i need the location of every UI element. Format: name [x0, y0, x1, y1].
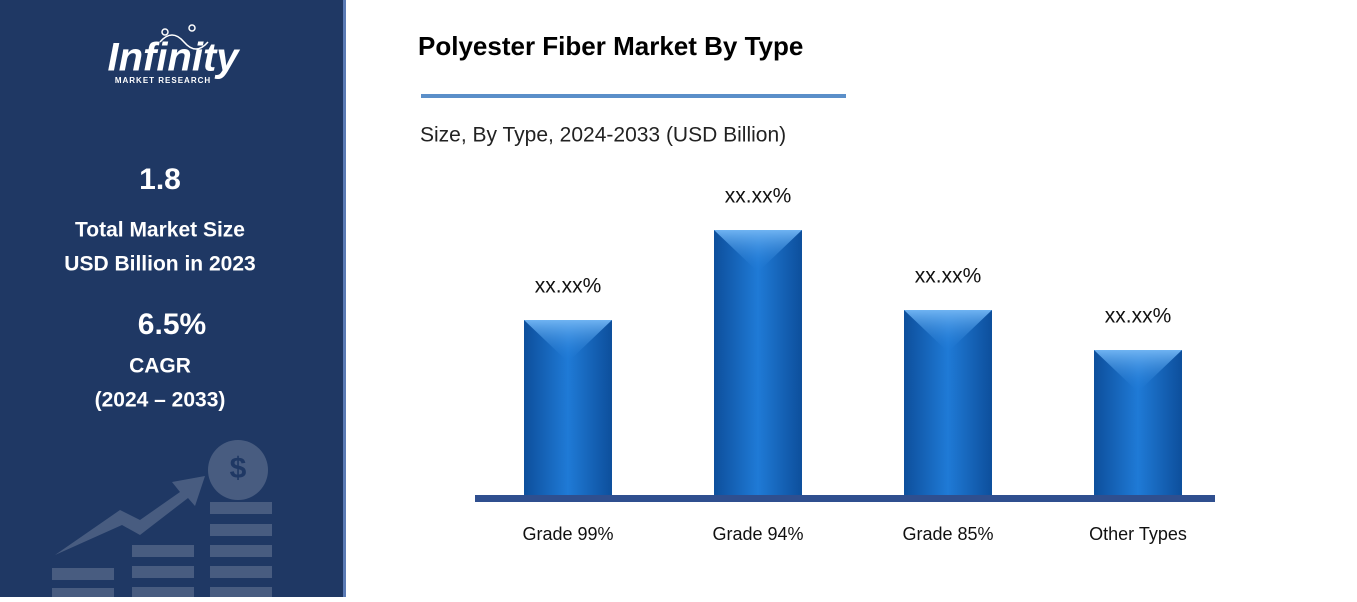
x-tick-label: Other Types [1089, 524, 1187, 544]
bar-top-shade [904, 310, 992, 352]
sidebar-bg [0, 0, 345, 597]
x-tick-label: Grade 94% [712, 524, 803, 544]
market-size-label: Total Market Size [75, 219, 245, 242]
market-size: 1.8 [139, 163, 181, 196]
bar-top-shade [714, 230, 802, 272]
value-label: xx.xx% [725, 185, 792, 208]
logo-ornament [159, 24, 209, 50]
logo-tagline: MARKET RESEARCH [115, 76, 211, 85]
market-size-label: USD Billion in 2023 [64, 253, 255, 276]
baseline [475, 495, 1215, 502]
title-underline [421, 94, 846, 98]
bar-top-shade [1094, 350, 1182, 392]
cagr: 6.5% [138, 308, 206, 341]
growth-icon [52, 440, 272, 598]
chart-subtitle: Size, By Type, 2024-2033 (USD Billion) [420, 124, 786, 147]
bar [714, 230, 802, 495]
x-tick-label: Grade 85% [902, 524, 993, 544]
dollar-sign: $ [230, 452, 247, 485]
cagr-period: (2024 – 2033) [95, 389, 226, 412]
bar-top-shade [524, 320, 612, 362]
chart-title: Polyester Fiber Market By Type [418, 31, 803, 61]
sidebar-border [343, 0, 346, 597]
value-label: xx.xx% [915, 265, 982, 288]
logo: Infinity [107, 36, 240, 80]
value-label: xx.xx% [1105, 305, 1172, 328]
x-tick-label: Grade 99% [522, 524, 613, 544]
value-label: xx.xx% [535, 275, 602, 298]
cagr-label: CAGR [129, 355, 191, 378]
